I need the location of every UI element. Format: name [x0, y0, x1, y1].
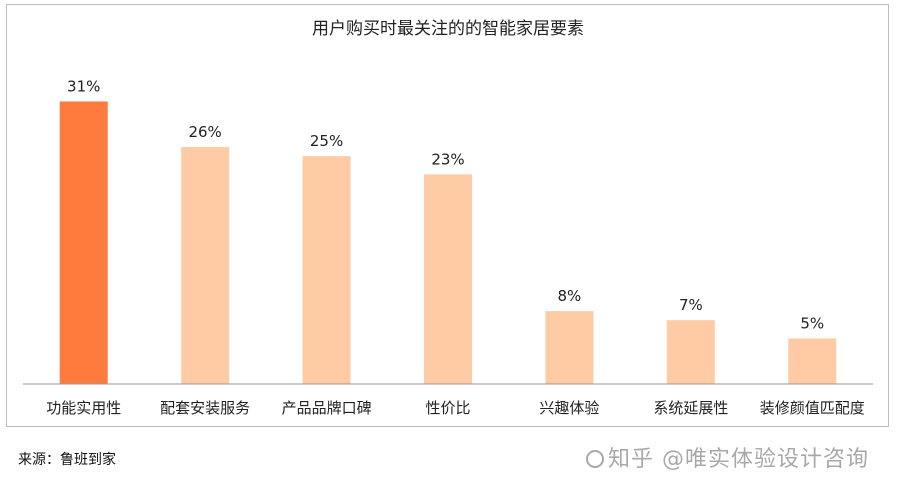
value-label-4: 23%	[431, 150, 464, 168]
category-label-3: 产品品牌口碑	[282, 399, 372, 417]
bar-3	[302, 156, 351, 384]
category-label-6: 系统延展性	[653, 399, 728, 417]
chart-frame: 用户购买时最关注的的智能家居要素 31% 功能实用性 26% 配套安装服务 25% 产品品…	[6, 4, 889, 427]
category-label-1: 功能实用性	[46, 399, 121, 417]
category-label-7: 装修颜值匹配度	[760, 399, 865, 417]
value-label-1: 31%	[67, 77, 100, 95]
bars-group: 31% 功能实用性 26% 配套安装服务 25% 产品品牌口碑 23% 性价比 8% 兴趣体验 7%…	[46, 77, 865, 417]
watermark-text: 知乎 @唯实体验设计咨询	[608, 447, 869, 472]
value-label-5: 8%	[558, 287, 582, 305]
value-label-2: 26%	[188, 123, 221, 141]
bar-4	[424, 174, 472, 384]
category-label-5: 兴趣体验	[539, 399, 599, 417]
source-note: 来源：鲁班到家	[18, 452, 116, 468]
bar-chart: 用户购买时最关注的的智能家居要素 31% 功能实用性 26% 配套安装服务 25% 产品品…	[23, 19, 873, 417]
value-label-3: 25%	[310, 132, 343, 150]
value-label-6: 7%	[679, 296, 703, 314]
chart-title: 用户购买时最关注的的智能家居要素	[312, 19, 584, 39]
watermark-logo-icon	[586, 450, 604, 468]
value-label-7: 5%	[800, 314, 824, 332]
bar-7	[788, 338, 837, 384]
bar-5	[545, 311, 594, 384]
bar-6	[666, 320, 715, 384]
bar-2	[181, 147, 230, 384]
category-label-4: 性价比	[425, 399, 470, 417]
bar-1	[59, 101, 108, 384]
watermark: 知乎 @唯实体验设计咨询	[582, 441, 869, 473]
category-label-2: 配套安装服务	[160, 399, 250, 417]
